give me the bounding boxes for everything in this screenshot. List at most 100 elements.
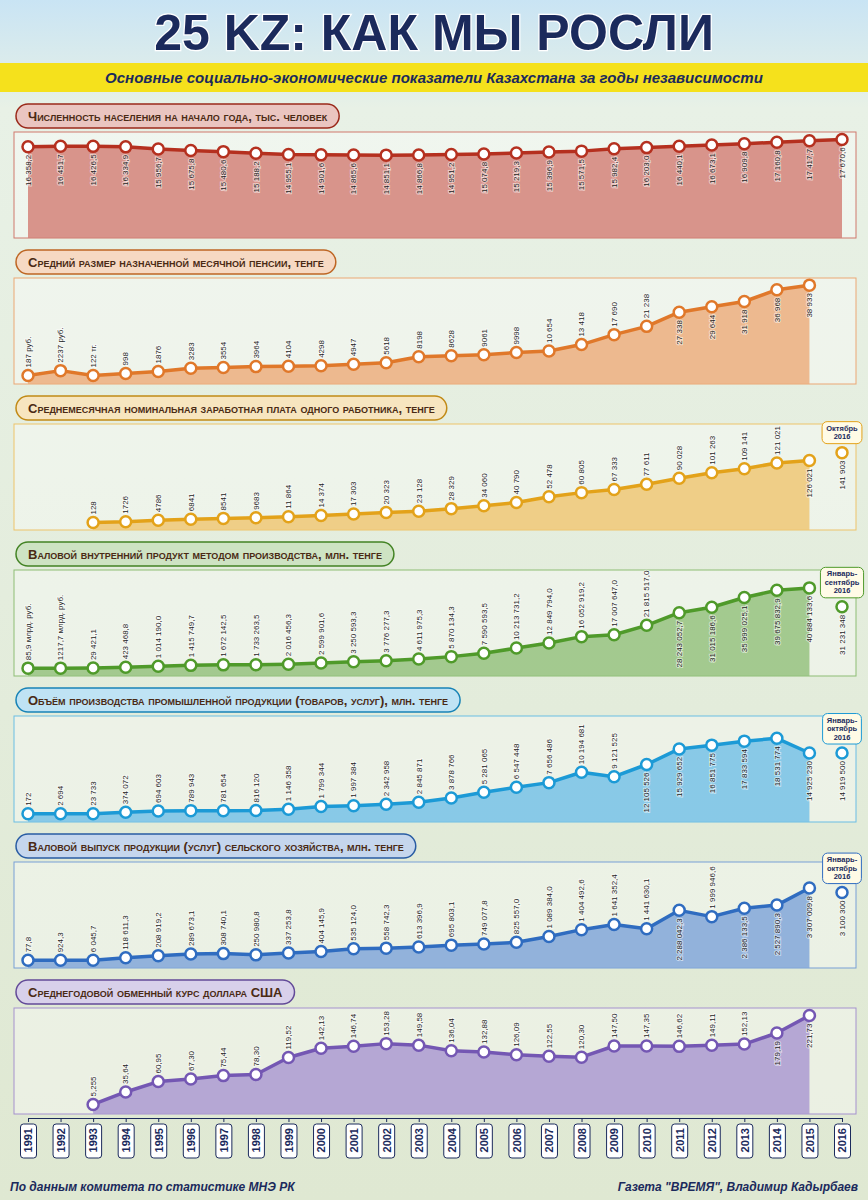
point bbox=[511, 497, 522, 508]
point bbox=[641, 142, 652, 153]
point bbox=[511, 1049, 522, 1060]
data-labels: 1722 69423 733374 072694 603789 943781 6… bbox=[24, 724, 847, 813]
marks bbox=[88, 447, 848, 530]
source: По данным комитета по статистике МНЭ РК bbox=[10, 1180, 296, 1194]
data-label: 17 690 bbox=[610, 302, 619, 327]
point bbox=[706, 301, 717, 312]
data-label: 14 851,1 bbox=[382, 163, 391, 195]
year-box bbox=[379, 1124, 395, 1158]
plot-frame bbox=[14, 716, 856, 822]
point bbox=[543, 637, 554, 648]
point bbox=[348, 800, 359, 811]
x-tick-mark bbox=[158, 1118, 159, 1122]
point bbox=[837, 134, 848, 145]
x-tick-mark bbox=[614, 1118, 615, 1122]
data-label: 18 531 774 bbox=[773, 746, 782, 787]
point bbox=[511, 347, 522, 358]
x-tick-label: 2001 bbox=[348, 1128, 360, 1152]
data-label: 16 426,5 bbox=[89, 154, 98, 186]
panel-banner: Валовой внутренний продукт методом произ… bbox=[16, 542, 394, 566]
point bbox=[511, 643, 522, 654]
data-label: 152,13 bbox=[740, 1011, 749, 1036]
data-label: 6841 bbox=[187, 493, 196, 511]
panel-banner: Валовой выпуск продукции (услуг) сельско… bbox=[16, 834, 416, 858]
point bbox=[804, 280, 815, 291]
data-label: 14 374 bbox=[317, 482, 326, 507]
data-label: 10 654 bbox=[545, 318, 554, 343]
data-labels: 85,9 млрд. руб.1217,7 млрд. руб.29 421,1… bbox=[24, 570, 847, 667]
point bbox=[348, 359, 359, 370]
point bbox=[185, 1073, 196, 1084]
data-label: 14 951,2 bbox=[447, 162, 456, 194]
point bbox=[609, 484, 620, 495]
point bbox=[153, 806, 164, 817]
data-label: 28 243 052,7 bbox=[675, 620, 684, 667]
point bbox=[446, 350, 457, 361]
data-label: 12 105 526 bbox=[642, 772, 651, 813]
point bbox=[55, 141, 66, 152]
x-tick-label: 2009 bbox=[608, 1128, 620, 1152]
year-box bbox=[672, 1124, 688, 1158]
data-label: 16 203,0 bbox=[642, 155, 651, 187]
point bbox=[316, 149, 327, 160]
x-tick: 2005 bbox=[476, 1118, 492, 1158]
data-label: 17 303 bbox=[349, 481, 358, 506]
panel-title: Валовой выпуск продукции (услуг) сельско… bbox=[28, 839, 404, 854]
annotation: Январь-октябрь2016 bbox=[823, 853, 862, 884]
data-label: 36 968 bbox=[773, 297, 782, 322]
point bbox=[576, 1052, 587, 1063]
point bbox=[23, 370, 34, 381]
x-tick-mark bbox=[191, 1118, 192, 1122]
point bbox=[706, 740, 717, 751]
x-tick: 1996 bbox=[183, 1118, 199, 1158]
data-label: 998 bbox=[121, 352, 130, 366]
data-label: 16 909,8 bbox=[740, 151, 749, 183]
point bbox=[88, 141, 99, 152]
plot-frame bbox=[14, 132, 856, 238]
data-label: 31 918 bbox=[740, 309, 749, 334]
point bbox=[88, 1099, 99, 1110]
plot-frame bbox=[14, 424, 856, 530]
data-label: 28 329 bbox=[447, 476, 456, 501]
year-box bbox=[607, 1124, 623, 1158]
data-label: 136,04 bbox=[447, 1018, 456, 1043]
data-label: 404 145,9 bbox=[317, 907, 326, 943]
data-label: 423 468,8 bbox=[121, 623, 130, 659]
data-label: 3554 bbox=[219, 341, 228, 359]
point bbox=[641, 620, 652, 631]
point bbox=[641, 759, 652, 770]
point bbox=[381, 1038, 392, 1049]
x-tick-label: 2010 bbox=[641, 1128, 653, 1152]
data-label: 34 060 bbox=[480, 473, 489, 498]
x-tick-label: 1994 bbox=[120, 1127, 132, 1152]
point bbox=[543, 1051, 554, 1062]
point bbox=[185, 660, 196, 671]
line bbox=[28, 588, 809, 668]
x-tick-label: 2007 bbox=[543, 1128, 555, 1152]
point bbox=[511, 937, 522, 948]
data-label: 7 590 593,5 bbox=[480, 602, 489, 645]
data-label: 75,44 bbox=[219, 1047, 228, 1068]
data-label: 1 999 946,6 bbox=[708, 866, 717, 909]
point bbox=[55, 365, 66, 376]
data-label: 126 021 bbox=[805, 468, 814, 497]
point bbox=[478, 500, 489, 511]
data-label: 60 805 bbox=[577, 460, 586, 485]
point bbox=[316, 510, 327, 521]
data-label: 289 673,1 bbox=[187, 910, 196, 946]
point bbox=[88, 517, 99, 528]
point bbox=[381, 507, 392, 518]
year-box bbox=[86, 1124, 102, 1158]
plot-frame bbox=[14, 278, 856, 384]
panel: Среднегодовой обменный курс доллара США5… bbox=[14, 980, 856, 1114]
point bbox=[478, 648, 489, 659]
point bbox=[739, 903, 750, 914]
data-label: 52 478 bbox=[545, 464, 554, 489]
point bbox=[283, 659, 294, 670]
data-label: 90 028 bbox=[675, 445, 684, 470]
data-label: 17 670,6 bbox=[838, 147, 847, 179]
point bbox=[478, 349, 489, 360]
year-box bbox=[509, 1124, 525, 1158]
x-tick-label: 2012 bbox=[706, 1128, 718, 1152]
point bbox=[23, 955, 34, 966]
